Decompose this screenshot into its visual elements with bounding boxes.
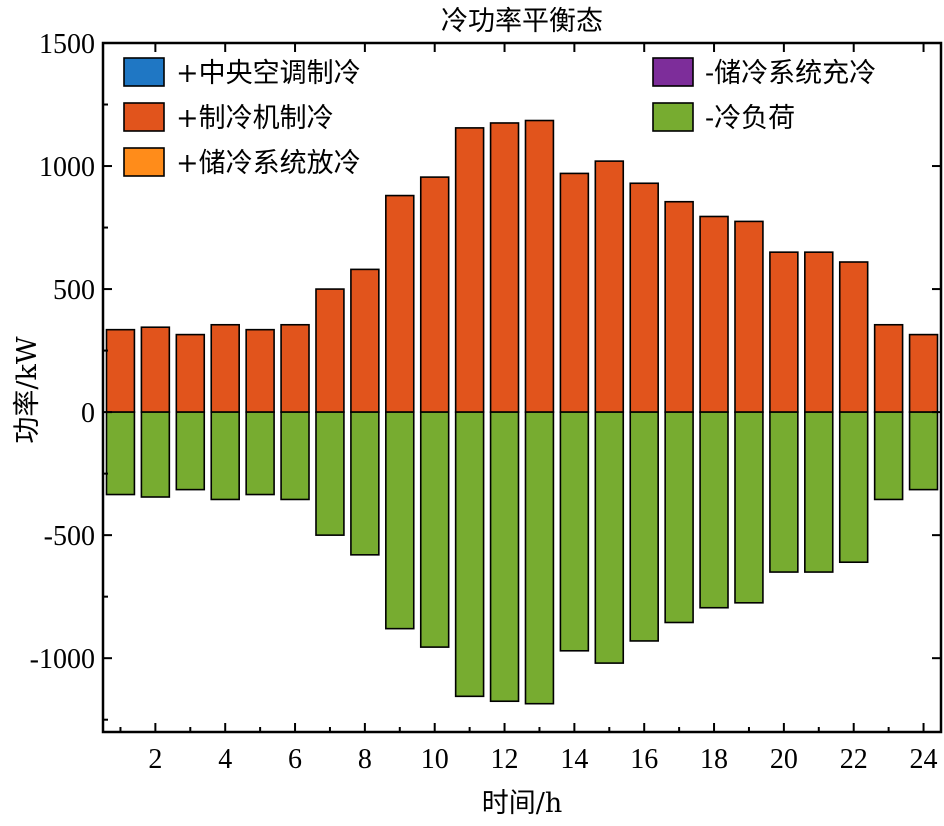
bar-s1-h4 bbox=[210, 323, 240, 413]
bar-s4-h5 bbox=[245, 411, 275, 496]
x-axis: 2 4 6 8 10 12 14 16 18 20 22 24 bbox=[119, 43, 938, 775]
x-tick-label: 2 bbox=[148, 744, 162, 775]
bar-s1-h24 bbox=[908, 333, 939, 413]
bar-s4-h17 bbox=[664, 411, 694, 624]
x-tick-label: 8 bbox=[358, 744, 372, 775]
x-axis-label: 时间/h bbox=[482, 788, 563, 819]
bar-s4-h15 bbox=[594, 411, 625, 664]
bar-s4-h21 bbox=[804, 411, 834, 573]
y-tick-label: -1000 bbox=[30, 644, 95, 675]
y-tick-label: 1000 bbox=[39, 152, 95, 183]
bar-s1-h7 bbox=[315, 288, 345, 413]
bar-s4-h6 bbox=[280, 411, 310, 501]
bar-s1-h16 bbox=[629, 182, 659, 413]
plot-frame bbox=[101, 41, 943, 734]
bar-s4-h24 bbox=[908, 411, 939, 491]
bar-s1-h1 bbox=[105, 328, 136, 413]
bar-s1-h23 bbox=[873, 323, 904, 413]
bar-s4-h1 bbox=[105, 411, 136, 496]
bar-s4-h8 bbox=[350, 411, 380, 556]
x-tick-label: 10 bbox=[421, 744, 449, 775]
bar-s1-h13 bbox=[524, 119, 555, 413]
bar-s4-h4 bbox=[210, 411, 240, 501]
bar-s1-h5 bbox=[245, 328, 275, 413]
legend: +中央空调制冷 +制冷机制冷 +储冷系统放冷 -储冷系统充冷 -冷负荷 bbox=[123, 57, 876, 179]
bar-s4-h23 bbox=[873, 411, 904, 501]
bar-s4-h3 bbox=[175, 411, 206, 491]
bar-s1-h22 bbox=[838, 261, 869, 413]
chart-title: 冷功率平衡态 bbox=[441, 6, 603, 37]
bar-s1-h10 bbox=[419, 176, 450, 413]
bar-s1-h17 bbox=[664, 200, 694, 413]
bar-s1-h21 bbox=[804, 251, 834, 413]
x-tick-label: 12 bbox=[491, 744, 519, 775]
bar-s4-h19 bbox=[734, 411, 764, 604]
legend-swatch-2 bbox=[123, 147, 165, 177]
bar-s4-h10 bbox=[419, 411, 450, 648]
x-tick-label: 4 bbox=[218, 744, 232, 775]
bar-s4-h2 bbox=[140, 411, 171, 498]
bar-s1-h20 bbox=[769, 251, 799, 413]
bar-s1-h15 bbox=[594, 160, 625, 413]
bar-s4-h20 bbox=[769, 411, 799, 573]
x-tick-label: 24 bbox=[910, 744, 938, 775]
bar-s4-h11 bbox=[454, 411, 485, 698]
bar-s1-h9 bbox=[385, 194, 415, 413]
x-tick-label: 16 bbox=[630, 744, 658, 775]
y-tick-label: 500 bbox=[53, 275, 95, 306]
bar-s4-h7 bbox=[315, 411, 345, 536]
bar-s4-h22 bbox=[838, 411, 869, 564]
legend-swatch-1 bbox=[123, 102, 165, 132]
bar-s1-h12 bbox=[489, 122, 520, 413]
bar-s4-h16 bbox=[629, 411, 659, 642]
bar-s4-h13 bbox=[524, 411, 555, 705]
bar-s4-h18 bbox=[699, 411, 729, 609]
legend-swatch-0 bbox=[123, 57, 165, 87]
y-axis-label: 功率/kW bbox=[12, 336, 43, 443]
bar-s1-h14 bbox=[559, 172, 590, 413]
y-tick-label: -500 bbox=[44, 521, 95, 552]
bar-s4-h14 bbox=[559, 411, 590, 652]
bar-s1-h2 bbox=[140, 326, 171, 413]
bars-layer bbox=[105, 119, 939, 705]
bar-s1-h18 bbox=[699, 215, 729, 413]
y-axis: -1000 -500 0 500 1000 1500 bbox=[30, 29, 941, 721]
x-tick-label: 20 bbox=[770, 744, 798, 775]
bar-s1-h3 bbox=[175, 333, 206, 413]
legend-label-4: -冷负荷 bbox=[705, 103, 795, 134]
legend-label-0: +中央空调制冷 bbox=[176, 58, 361, 89]
y-tick-label: 0 bbox=[81, 398, 95, 429]
x-tick-label: 14 bbox=[560, 744, 588, 775]
bar-s1-h19 bbox=[734, 220, 764, 413]
x-tick-label: 22 bbox=[840, 744, 868, 775]
bar-s4-h12 bbox=[489, 411, 520, 703]
legend-swatch-4 bbox=[652, 102, 694, 132]
bar-s1-h6 bbox=[280, 323, 310, 413]
legend-label-3: -储冷系统充冷 bbox=[705, 58, 876, 89]
y-tick-label: 1500 bbox=[39, 29, 95, 60]
bar-s4-h9 bbox=[385, 411, 415, 630]
bar-s1-h11 bbox=[454, 127, 485, 413]
x-tick-label: 6 bbox=[288, 744, 302, 775]
x-tick-label: 18 bbox=[700, 744, 728, 775]
legend-swatch-3 bbox=[652, 57, 694, 87]
bar-s1-h8 bbox=[350, 268, 380, 413]
legend-label-2: +储冷系统放冷 bbox=[176, 148, 361, 179]
legend-label-1: +制冷机制冷 bbox=[176, 103, 334, 134]
